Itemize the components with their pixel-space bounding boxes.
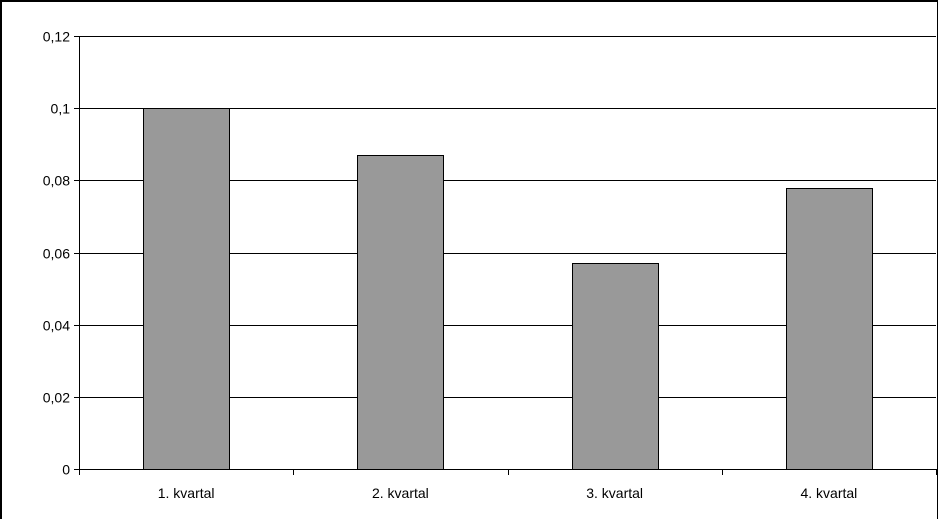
bar	[572, 263, 659, 470]
axes	[74, 36, 937, 475]
x-tick-label: 2. kvartal	[372, 485, 429, 501]
x-tick-label: 1. kvartal	[158, 485, 215, 501]
bar	[786, 188, 873, 470]
y-tick-label: 0,04	[43, 318, 70, 334]
x-tick-label: 3. kvartal	[586, 485, 643, 501]
bar	[357, 155, 444, 470]
bars	[143, 108, 873, 470]
y-tick-label: 0,06	[43, 246, 70, 262]
y-tick-label: 0,08	[43, 173, 70, 189]
y-tick-label: 0,12	[43, 29, 70, 45]
tick-labels: 0 0,02 0,04 0,06 0,08 0,1 0,12 1. kvartal 2. kva…	[43, 29, 858, 502]
x-tick-label: 4. kvartal	[800, 485, 857, 501]
y-tick-label: 0,1	[51, 101, 71, 117]
y-tick-label: 0,02	[43, 390, 70, 406]
bar	[143, 108, 230, 470]
y-tick-label: 0	[62, 462, 70, 478]
